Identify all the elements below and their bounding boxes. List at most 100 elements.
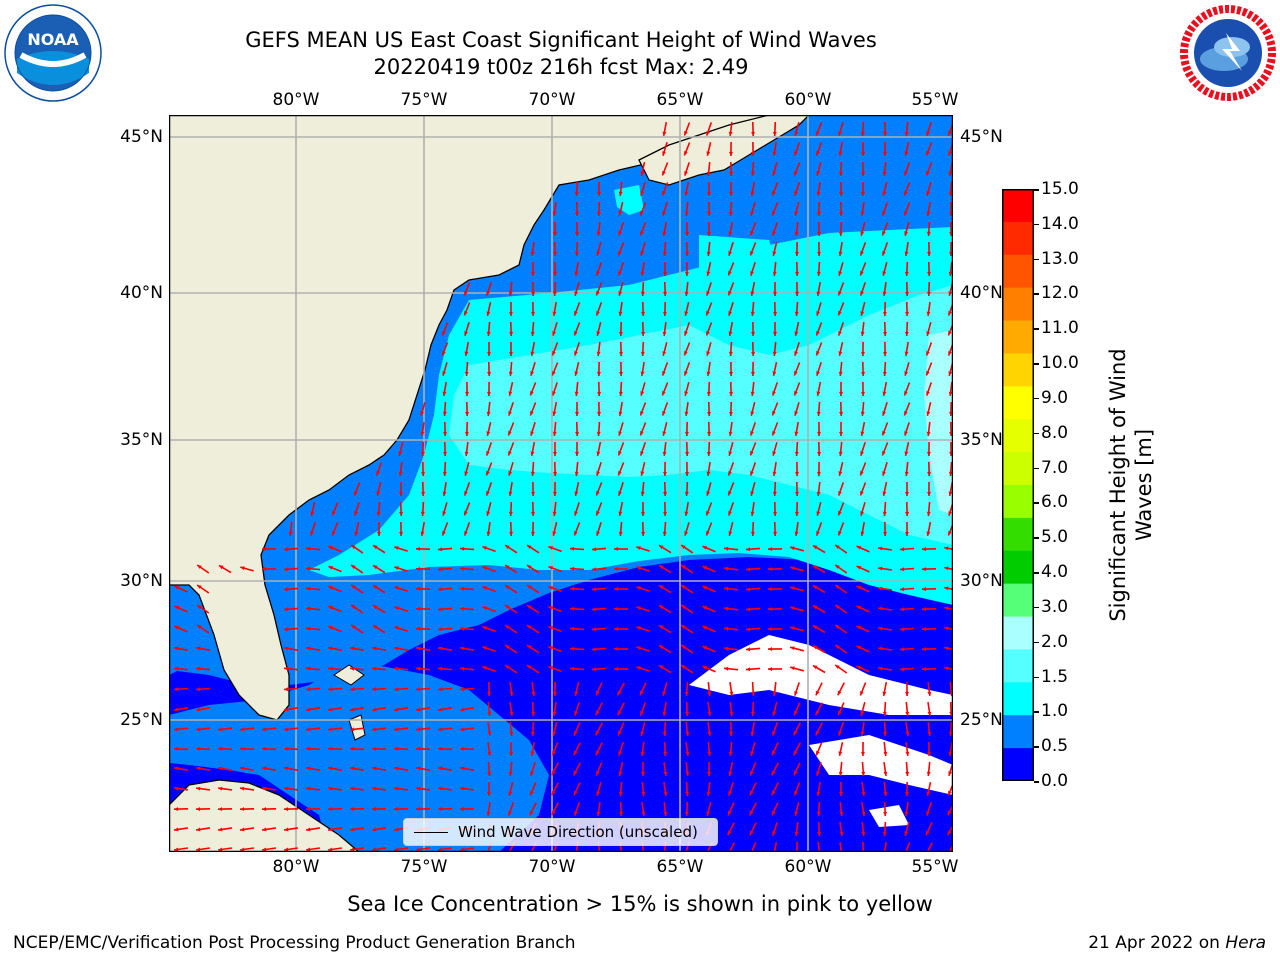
wave-direction-arrow (415, 587, 431, 591)
wave-direction-arrow (750, 701, 755, 717)
colorbar-tick-mark (1034, 397, 1039, 400)
wave-direction-arrow (641, 502, 645, 516)
wave-direction-arrow (283, 646, 299, 651)
wave-direction-arrow (662, 442, 667, 456)
wave-direction-arrow (415, 707, 431, 712)
wave-direction-arrow (415, 687, 431, 692)
colorbar-tick-mark (1034, 641, 1039, 644)
wave-direction-arrow (526, 604, 540, 614)
wave-direction-arrow (240, 566, 254, 572)
wave-direction-arrow (617, 442, 625, 456)
wave-direction-arrow (706, 482, 712, 496)
wave-direction-arrow (437, 766, 453, 771)
wave-direction-arrow (437, 727, 453, 732)
wave-direction-arrow (921, 667, 937, 672)
wave-direction-arrow (399, 521, 403, 537)
wave-direction-arrow (548, 645, 562, 653)
wave-direction-arrow (772, 442, 778, 456)
wave-direction-arrow (591, 607, 607, 612)
wave-direction-arrow (575, 402, 579, 416)
wave-direction-arrow (459, 626, 475, 631)
wave-direction-arrow (196, 604, 210, 614)
wave-direction-arrow (283, 687, 299, 692)
wave-direction-arrow (504, 624, 518, 634)
wave-direction-arrow (658, 584, 672, 594)
wave-direction-arrow (771, 402, 779, 416)
colorbar-cell (1002, 189, 1034, 223)
wave-direction-arrow (658, 644, 672, 654)
wave-direction-arrow (239, 746, 255, 751)
wave-direction-arrow (817, 441, 822, 457)
wave-direction-arrow (437, 567, 453, 572)
wave-direction-arrow (662, 221, 668, 237)
wave-direction-arrow (640, 462, 646, 476)
wave-direction-arrow (371, 707, 387, 712)
wave-direction-arrow (904, 442, 910, 456)
wave-direction-arrow (861, 141, 865, 157)
lat-tick-left-25n: 25°N (120, 710, 163, 730)
wave-direction-arrow (261, 827, 277, 832)
wave-direction-arrow (618, 422, 624, 436)
wave-direction-arrow (794, 421, 799, 437)
wave-direction-arrow (860, 701, 866, 717)
wave-direction-arrow (789, 606, 805, 612)
wave-direction-arrow (618, 742, 624, 756)
wave-direction-arrow (881, 242, 889, 256)
wave-direction-arrow (552, 501, 557, 517)
wave-direction-arrow (728, 341, 733, 357)
wave-direction-arrow (331, 502, 339, 516)
land-nova-scotia (638, 115, 810, 186)
wave-direction-arrow (618, 761, 624, 777)
wave-direction-arrow (573, 802, 581, 816)
wave-direction-arrow (745, 547, 761, 552)
wave-direction-arrow (530, 341, 536, 357)
wave-direction-arrow (595, 482, 603, 496)
wave-direction-arrow (723, 646, 739, 651)
wave-direction-arrow (283, 666, 299, 671)
wave-direction-arrow (328, 625, 342, 633)
wave-direction-arrow (723, 606, 739, 611)
wave-direction-arrow (861, 161, 865, 177)
wave-direction-arrow (394, 606, 408, 612)
wave-direction-arrow (745, 587, 761, 592)
colorbar-tick-mark (1034, 781, 1039, 783)
wind-wave-direction-arrows (173, 121, 953, 852)
wave-direction-arrow (707, 681, 712, 697)
wave-direction-arrow (728, 761, 734, 777)
wave-direction-arrow (459, 727, 475, 732)
wave-direction-arrow (618, 321, 623, 337)
wave-direction-arrow (685, 241, 690, 257)
wave-direction-arrow (729, 721, 733, 737)
colorbar-cell (1002, 649, 1034, 683)
wave-direction-arrow (789, 626, 805, 632)
wave-direction-arrow (767, 547, 783, 551)
wave-direction-arrow (772, 121, 777, 137)
wave-direction-arrow (350, 624, 364, 634)
wave-direction-arrow (437, 587, 453, 592)
wave-direction-arrow (465, 381, 469, 397)
wave-direction-arrow (613, 647, 629, 651)
wave-direction-arrow (393, 727, 409, 732)
wave-direction-arrow (371, 746, 387, 751)
wave-direction-arrow (793, 162, 801, 176)
wave-direction-arrow (729, 141, 733, 157)
wave-direction-arrow (707, 182, 711, 196)
wave-direction-arrow (793, 182, 801, 196)
wave-direction-arrow (729, 381, 733, 397)
colorbar-tick-label: 12.0 (1041, 283, 1079, 304)
wave-direction-arrow (597, 381, 602, 397)
colorbar-tick-mark (1034, 258, 1039, 261)
wave-direction-arrow (393, 666, 409, 671)
noaa-logo-icon: NOAA (4, 4, 102, 102)
lon-tick-top-75w: 75°W (400, 90, 448, 110)
wave-direction-arrow (944, 666, 953, 671)
wave-direction-arrow (927, 241, 931, 257)
wave-direction-arrow (837, 682, 845, 696)
wave-direction-arrow (926, 501, 931, 517)
wave-direction-arrow (595, 302, 603, 316)
wave-direction-arrow (591, 627, 607, 632)
wave-direction-arrow (595, 502, 603, 516)
wave-direction-arrow (636, 586, 650, 592)
map-border (169, 115, 953, 852)
wave-direction-arrow (618, 181, 623, 197)
